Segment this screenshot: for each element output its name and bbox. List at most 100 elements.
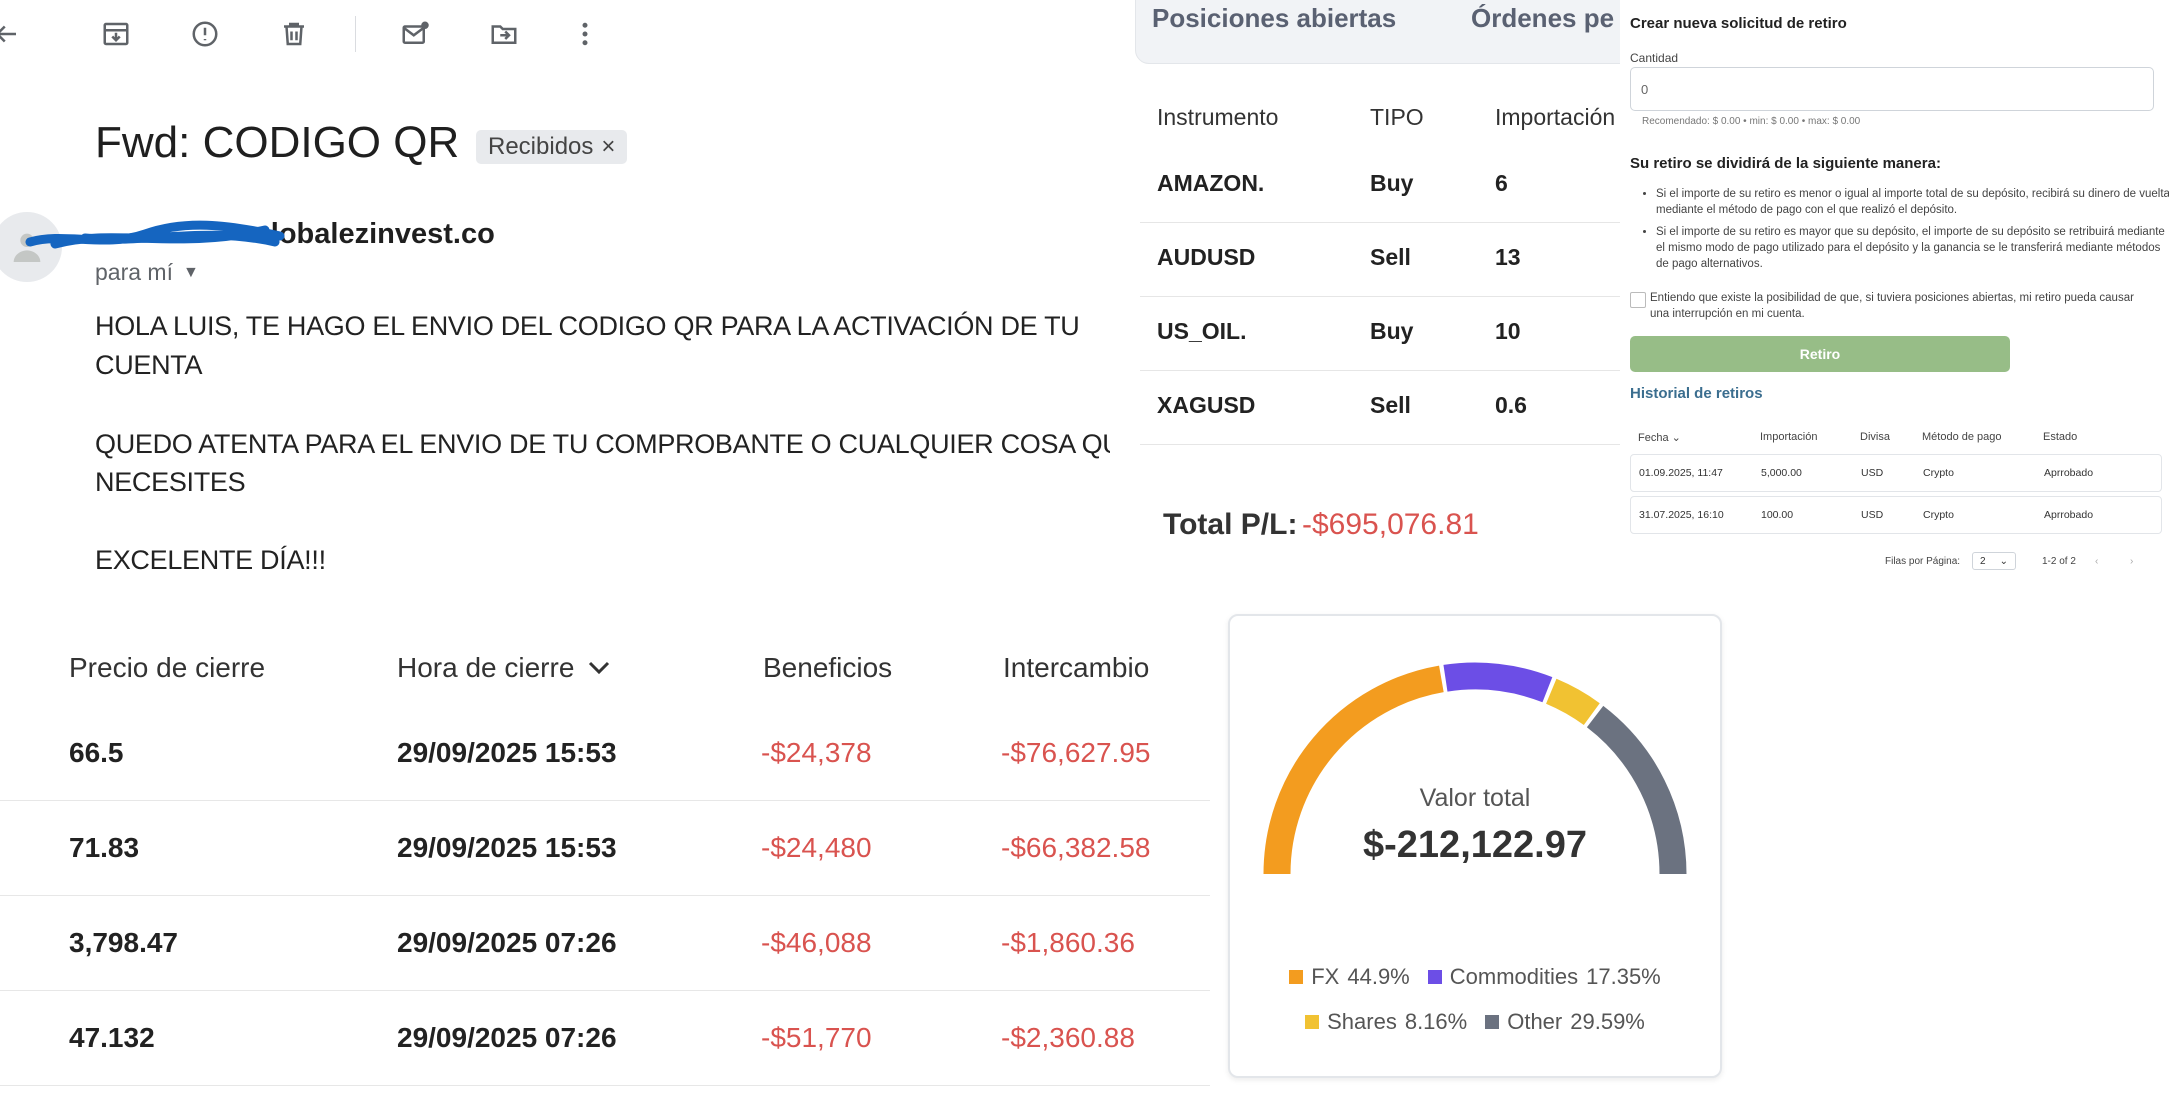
chevron-down-icon bbox=[589, 661, 610, 675]
portfolio-gauge-card: Valor total $-212,122.97 FX 44.9% Commod… bbox=[1228, 614, 1722, 1078]
history-header-method: Método de pago bbox=[1922, 431, 2002, 443]
sender-email: dilobalezinvest.co bbox=[270, 218, 495, 250]
gauge-segment-fx[interactable] bbox=[1263, 665, 1444, 875]
table-row[interactable]: 47.132 29/09/2025 07:26 -$51,770 -$2,360… bbox=[0, 990, 1210, 1086]
email-body-line-1: HOLA LUIS, TE HAGO EL ENVIO DEL CODIGO Q… bbox=[95, 311, 1080, 341]
close-price-cell: 66.5 bbox=[69, 737, 124, 768]
move-to-icon[interactable] bbox=[484, 14, 524, 54]
type-cell: Buy bbox=[1370, 170, 1414, 196]
gauge-segment-commodities[interactable] bbox=[1443, 662, 1553, 703]
legend-swatch bbox=[1289, 970, 1304, 984]
recipient-line[interactable]: para mí ▼ bbox=[95, 259, 199, 286]
toolbar-divider bbox=[355, 16, 356, 52]
back-arrow-icon[interactable] bbox=[0, 14, 26, 54]
report-spam-icon[interactable] bbox=[185, 14, 225, 54]
delete-icon[interactable] bbox=[274, 14, 314, 54]
split-title: Su retiro se dividirá de la siguiente ma… bbox=[1630, 155, 1941, 172]
legend-percent: 17.35% bbox=[1586, 964, 1661, 989]
quantity-hint: Recomendado: $ 0.00 • min: $ 0.00 • max:… bbox=[1642, 116, 1861, 127]
closed-trades-panel: Precio de cierre Hora de cierre Benefici… bbox=[0, 600, 1210, 1101]
header-close-price: Precio de cierre bbox=[69, 652, 266, 683]
gauge-segment-other[interactable] bbox=[1586, 705, 1687, 875]
legend-name: Other bbox=[1507, 1009, 1563, 1034]
history-header-amount: Importación bbox=[1760, 431, 1818, 443]
table-row[interactable]: XAGUSD Sell 0.6 bbox=[1140, 370, 1620, 445]
close-time-cell: 29/09/2025 07:26 bbox=[397, 1022, 617, 1053]
table-row[interactable]: US_OIL. Buy 10 bbox=[1140, 296, 1620, 371]
swap-cell: -$2,360.88 bbox=[1001, 1022, 1135, 1053]
gauge-label: Valor total bbox=[1419, 784, 1531, 812]
header-instrument: Instrumento bbox=[1157, 104, 1279, 130]
history-currency: USD bbox=[1861, 467, 1884, 479]
email-body-line-3: QUEDO ATENTA PARA EL ENVIO DE TU COMPROB… bbox=[95, 429, 1110, 459]
email-panel: Fwd: CODIGO QR Recibidos × dilobalezinve… bbox=[0, 0, 1110, 590]
legend-item-fx: FX 44.9% bbox=[1289, 964, 1410, 990]
total-pl-label: Total P/L: bbox=[1163, 508, 1298, 541]
acknowledge-text: Entiendo que existe la posibilidad de qu… bbox=[1650, 292, 2134, 320]
chevron-left-icon[interactable]: ‹ bbox=[2095, 556, 2099, 567]
header-close-time[interactable]: Hora de cierre bbox=[397, 652, 610, 684]
withdraw-title: Crear nueva solicitud de retiro bbox=[1630, 15, 1847, 32]
chevron-right-icon[interactable]: › bbox=[2130, 556, 2134, 567]
amount-cell: 10 bbox=[1495, 318, 1521, 344]
table-row[interactable]: 66.5 29/09/2025 15:53 -$24,378 -$76,627.… bbox=[0, 705, 1210, 801]
acknowledge-checkbox[interactable] bbox=[1630, 292, 1646, 308]
email-body-line-5: EXCELENTE DÍA!!! bbox=[95, 545, 326, 575]
instrument-cell: XAGUSD bbox=[1157, 392, 1256, 418]
tab-pending-orders[interactable]: Órdenes pe bbox=[1471, 3, 1615, 33]
tab-open-positions[interactable]: Posiciones abiertas bbox=[1152, 3, 1397, 33]
label-chip[interactable]: Recibidos × bbox=[476, 130, 628, 164]
more-vertical-icon[interactable] bbox=[565, 14, 605, 54]
legend-name: Shares bbox=[1327, 1009, 1397, 1034]
history-date: 01.09.2025, 11:47 bbox=[1639, 467, 1723, 479]
profit-cell: -$46,088 bbox=[761, 927, 872, 958]
legend-item-shares: Shares 8.16% bbox=[1305, 1009, 1467, 1035]
split-bullet: Si el importe de su retiro es menor o ig… bbox=[1656, 186, 2169, 218]
legend-name: FX bbox=[1311, 964, 1340, 989]
total-pl-value: -$695,076.81 bbox=[1302, 508, 1479, 541]
mark-unread-icon[interactable] bbox=[395, 14, 435, 54]
type-cell: Sell bbox=[1370, 392, 1411, 418]
history-amount: 5,000.00 bbox=[1761, 467, 1802, 479]
chevron-down-icon: ⌄ bbox=[1999, 555, 2008, 567]
legend-percent: 8.16% bbox=[1404, 1009, 1468, 1034]
close-icon[interactable]: × bbox=[601, 133, 616, 160]
history-amount: 100.00 bbox=[1761, 509, 1794, 521]
history-header-date-label: Fecha bbox=[1638, 432, 1669, 444]
table-row[interactable]: 71.83 29/09/2025 15:53 -$24,480 -$66,382… bbox=[0, 800, 1210, 896]
positions-panel: Posiciones abiertas Órdenes pe Instrumen… bbox=[1110, 0, 1620, 588]
table-row[interactable]: 3,798.47 29/09/2025 07:26 -$46,088 -$1,8… bbox=[0, 895, 1210, 991]
recipient-text: para mí bbox=[95, 259, 173, 285]
profit-cell: -$24,378 bbox=[761, 737, 872, 768]
close-time-cell: 29/09/2025 15:53 bbox=[397, 832, 617, 863]
chevron-down-icon[interactable]: ▼ bbox=[182, 263, 199, 281]
close-price-cell: 3,798.47 bbox=[69, 927, 178, 958]
archive-icon[interactable] bbox=[96, 14, 136, 54]
close-price-cell: 47.132 bbox=[69, 1022, 155, 1053]
table-row[interactable]: AUDUSD Sell 13 bbox=[1140, 222, 1620, 297]
history-row[interactable]: 31.07.2025, 16:10 100.00 USD Crypto Aprr… bbox=[1630, 496, 2162, 534]
history-header-status: Estado bbox=[2043, 431, 2078, 443]
legend-row-1: FX 44.9% Commodities 17.35% bbox=[1230, 964, 1720, 990]
legend-swatch bbox=[1305, 1015, 1320, 1029]
rows-per-page-select[interactable]: 2 ⌄ bbox=[1972, 552, 2016, 570]
gauge-segment-shares[interactable] bbox=[1545, 678, 1600, 726]
history-row[interactable]: 01.09.2025, 11:47 5,000.00 USD Crypto Ap… bbox=[1630, 454, 2162, 492]
amount-cell: 13 bbox=[1495, 244, 1521, 270]
legend-item-other: Other 29.59% bbox=[1485, 1009, 1645, 1035]
history-method: Crypto bbox=[1923, 467, 1954, 479]
swap-cell: -$1,860.36 bbox=[1001, 927, 1135, 958]
label-chip-text: Recibidos bbox=[488, 133, 594, 160]
history-header-date[interactable]: Fecha ⌄ bbox=[1638, 431, 1681, 444]
email-body-line-4: NECESITES bbox=[95, 467, 246, 497]
withdraw-button[interactable]: Retiro bbox=[1630, 336, 2010, 372]
header-swap: Intercambio bbox=[1003, 652, 1150, 683]
rows-per-page-value: 2 bbox=[1980, 555, 1986, 567]
instrument-cell: AMAZON. bbox=[1157, 170, 1265, 196]
table-row[interactable]: AMAZON. Buy 6 bbox=[1140, 148, 1620, 223]
legend-name: Commodities bbox=[1449, 964, 1579, 989]
profit-cell: -$24,480 bbox=[761, 832, 872, 863]
quantity-input[interactable] bbox=[1630, 67, 2154, 111]
split-bullets: Si el importe de su retiro es menor o ig… bbox=[1636, 186, 2169, 278]
email-body-line-2: CUENTA bbox=[95, 350, 203, 380]
